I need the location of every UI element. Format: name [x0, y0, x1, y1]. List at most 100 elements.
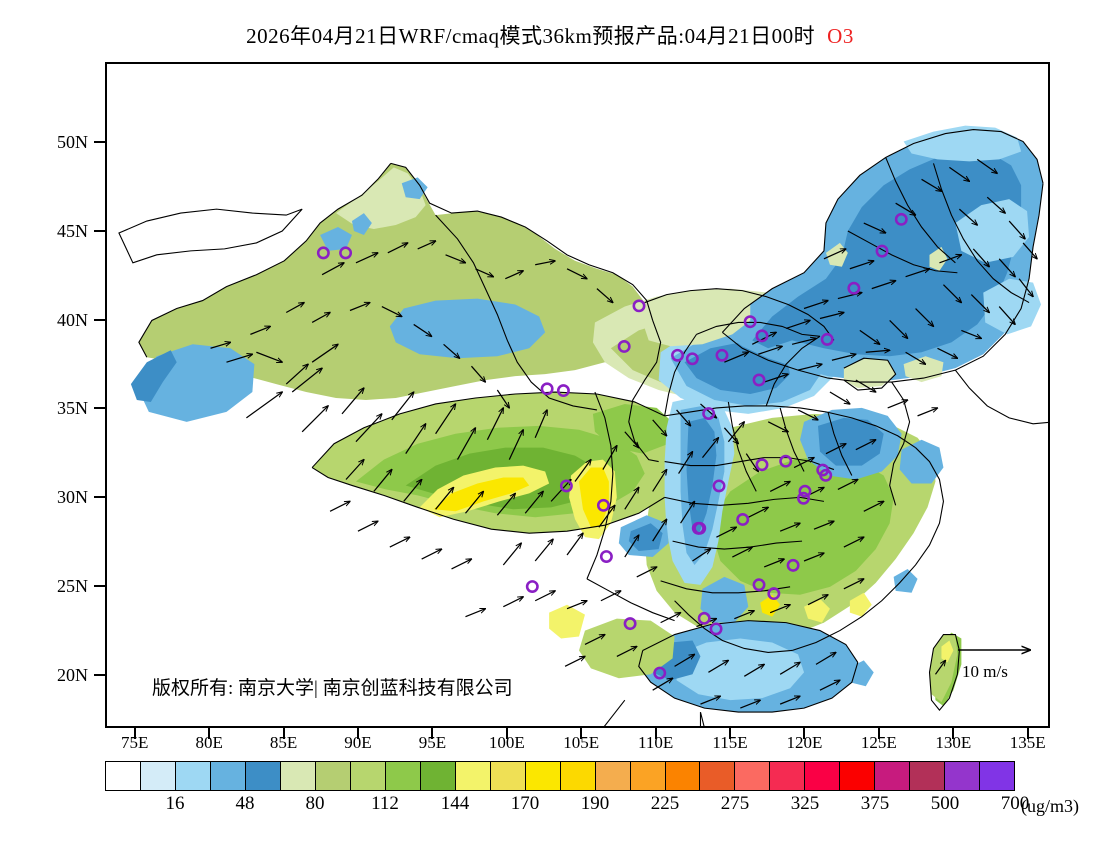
monitoring-station-marker[interactable]	[736, 512, 750, 526]
wind-vector-field	[210, 158, 1037, 709]
x-axis-tick	[133, 728, 136, 739]
field-band-ec-coast-blue	[899, 439, 944, 484]
x-axis-label: 120E	[786, 733, 823, 752]
x-axis-label: 80E	[195, 733, 223, 752]
monitoring-station-marker[interactable]	[617, 339, 631, 353]
monitoring-station-marker[interactable]	[767, 587, 781, 601]
field-patch-qinghai-green	[592, 403, 675, 454]
y-axis-label: 25N	[57, 575, 88, 596]
colorbar-swatch	[630, 762, 666, 790]
x-axis-label: 90E	[344, 733, 372, 752]
y-axis-label: 35N	[57, 398, 88, 419]
colorbar-swatch	[175, 762, 211, 790]
y-axis-tick	[94, 673, 105, 676]
x-axis-tick	[729, 728, 732, 739]
title-text: 2026年04月21日WRF/cmaq模式36km预报产品:04月21日00时	[246, 24, 816, 48]
monitoring-station-marker[interactable]	[752, 578, 766, 592]
monitoring-station-marker[interactable]	[779, 454, 793, 468]
monitoring-station-marker[interactable]	[697, 611, 711, 625]
wind-scale-label: 10 m/s	[962, 662, 1008, 681]
monitoring-station-marker[interactable]	[525, 580, 539, 593]
monitoring-station-marker[interactable]	[712, 479, 726, 493]
monitoring-station-marker[interactable]	[755, 458, 769, 472]
monitoring-station-marker[interactable]	[596, 498, 610, 512]
field-patch-altai-blue	[401, 177, 428, 200]
colorbar-swatch	[560, 762, 596, 790]
colorbar-swatch	[280, 762, 316, 790]
monitoring-station-marker[interactable]	[691, 521, 705, 535]
monitoring-station-marker[interactable]	[623, 617, 637, 631]
field-patch-junggar-lake	[320, 227, 352, 251]
y-axis-tick	[94, 140, 105, 143]
monitoring-station-marker[interactable]	[559, 479, 573, 493]
colorbar-swatch	[805, 762, 841, 790]
x-axis-label: 125E	[860, 733, 897, 752]
field-patch-east-yellow1	[804, 598, 830, 623]
monitoring-station-marker[interactable]	[786, 558, 800, 572]
copyright-notice: 版权所有: 南京大学| 南京创蓝科技有限公司	[152, 678, 513, 699]
field-patch-taiwan-yellow	[941, 640, 954, 663]
monitoring-station-marker[interactable]	[556, 384, 570, 398]
monitoring-station-marker[interactable]	[743, 315, 757, 329]
colorbar-swatch	[910, 762, 946, 790]
x-axis-label: 85E	[269, 733, 298, 752]
colorbar	[105, 761, 1015, 791]
monitoring-station-marker[interactable]	[632, 299, 646, 313]
monitoring-station-marker[interactable]	[847, 281, 861, 295]
y-axis-tick	[94, 407, 105, 410]
monitoring-station-marker[interactable]	[540, 382, 554, 396]
monitoring-station-marker[interactable]	[752, 373, 766, 387]
colorbar-tick-label: 225	[650, 793, 680, 814]
monitoring-station-marker[interactable]	[671, 348, 685, 362]
monitoring-station-marker[interactable]	[685, 352, 699, 366]
colorbar-unit-label: (ug/m3)	[1021, 796, 1079, 816]
colorbar-tick-label: 500	[930, 793, 960, 814]
monitoring-station-marker[interactable]	[702, 407, 716, 420]
field-patch-fujian-blue	[893, 568, 918, 593]
administrative-boundaries	[118, 129, 1048, 726]
colorbar-swatch	[210, 762, 246, 790]
field-band-south-blue2	[676, 638, 805, 701]
monitoring-station-marker[interactable]	[875, 244, 889, 258]
monitoring-station-marker[interactable]	[316, 246, 330, 260]
x-axis-label: 105E	[563, 733, 600, 752]
colorbar-swatch	[455, 762, 491, 790]
monitoring-station-marker[interactable]	[797, 491, 810, 505]
field-band-ne-light-b	[955, 199, 1030, 263]
y-axis-label: 20N	[57, 664, 88, 685]
field-patch-sichuan-blue2	[628, 523, 663, 552]
x-axis-tick	[654, 728, 657, 739]
field-patch-east-yellow3	[849, 592, 872, 617]
colorbar-tick-label: 190	[580, 793, 610, 814]
monitoring-station-marker[interactable]	[798, 484, 812, 498]
x-axis-tick	[356, 728, 359, 739]
y-axis-tick	[94, 584, 105, 587]
colorbar-tick-label: 144	[440, 793, 470, 814]
monitoring-station-marker[interactable]	[820, 332, 834, 346]
colorbar-tick-label: 48	[235, 793, 255, 814]
colorbar-swatch	[840, 762, 876, 790]
monitoring-station-marker[interactable]	[894, 212, 908, 226]
monitoring-station-marker[interactable]	[755, 329, 769, 343]
page-title: 2026年04月21日WRF/cmaq模式36km预报产品:04月21日00时 O…	[0, 20, 1100, 50]
monitoring-station-marker[interactable]	[816, 463, 830, 477]
species-label: O3	[827, 24, 854, 48]
monitoring-station-marker[interactable]	[715, 348, 729, 362]
colorbar-swatch	[106, 762, 141, 790]
y-axis-label: 50N	[57, 131, 88, 152]
x-axis-tick	[282, 728, 285, 739]
field-patch-guangxi-green	[578, 618, 675, 679]
x-axis-label: 75E	[121, 733, 149, 752]
colorbar-swatch	[525, 762, 561, 790]
monitoring-station-marker[interactable]	[599, 550, 613, 563]
field-band-js-blue2	[817, 417, 884, 466]
colorbar-swatch	[245, 762, 281, 790]
monitoring-station-marker[interactable]	[339, 246, 353, 260]
colorbar-labels: 16 48 80 112 144 170 190 225 275 325 375 500 700	[0, 793, 1100, 819]
station-marker-group	[316, 212, 908, 680]
field-patch-guangdong-blue	[847, 660, 874, 687]
monitoring-station-marker[interactable]	[653, 666, 667, 680]
monitoring-station-marker[interactable]	[709, 622, 723, 636]
x-axis-tick	[505, 728, 508, 739]
y-axis-tick	[94, 318, 105, 321]
